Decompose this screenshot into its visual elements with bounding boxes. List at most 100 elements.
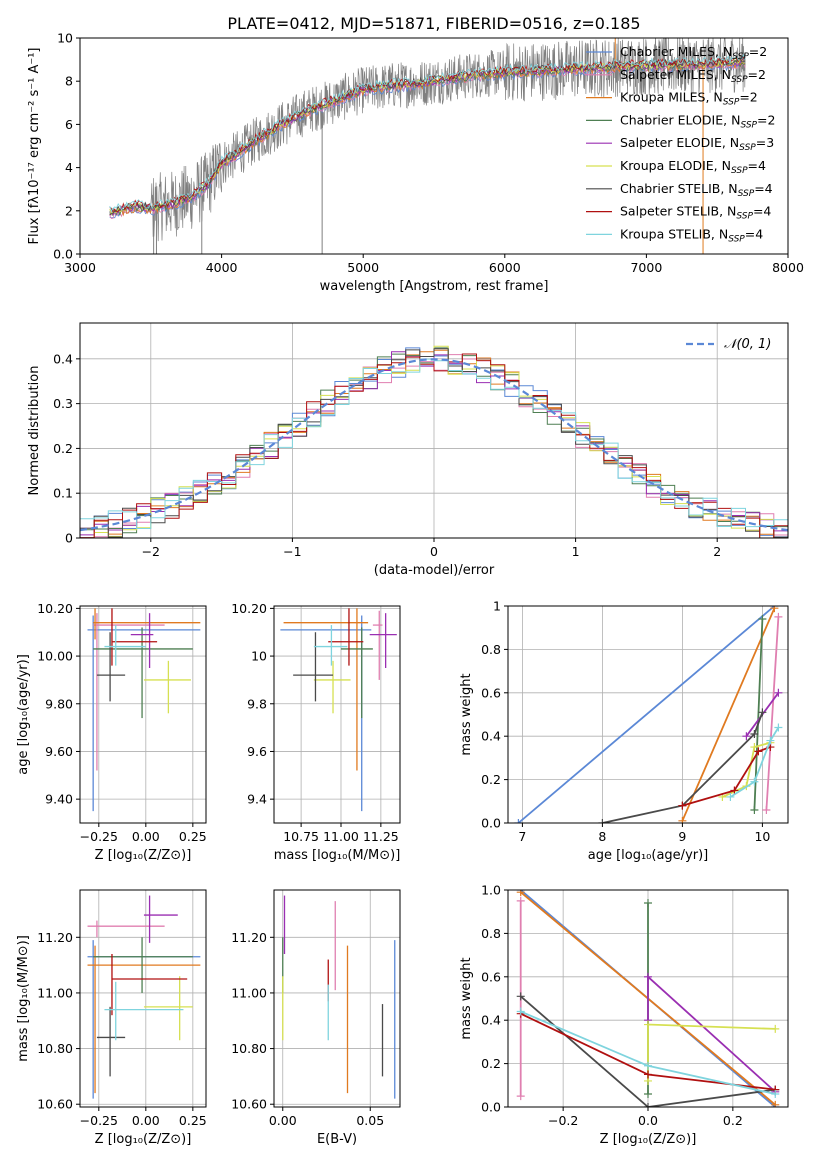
y-tick-label: 8: [65, 74, 73, 89]
legend-label: Salpeter ELODIE, NSSP=3: [620, 135, 774, 153]
x-tick-label: 7000: [630, 260, 662, 275]
legend-label: 𝒩(0, 1): [724, 337, 771, 352]
weight-marker: [516, 896, 525, 905]
x-tick-label: 10: [754, 829, 770, 844]
weight-marker: [644, 1089, 652, 1098]
y-tick-label: 11.20: [231, 930, 267, 945]
weight-vs-z-plot: −0.2 0.0 0.2 0.0 0.2 0.4 0.6 0.8 1.0 Z [log₁₀(Z/Z…: [459, 883, 789, 1147]
weight-marker: [750, 730, 759, 739]
residuals-plot: −2 −1 0 1 2 0 0.1 0.2 0.3 0.4 (data-model)/error No…: [27, 322, 789, 578]
weight-marker: [758, 615, 767, 624]
legend-label: Chabrier MILES, NSSP=2: [620, 44, 767, 62]
weight-marker: [516, 890, 525, 897]
y-tick-label: 11.00: [37, 985, 73, 1000]
x-tick-label: 11.00: [323, 829, 359, 844]
weight-marker: [598, 819, 607, 823]
x-tick-label: 9: [678, 829, 686, 844]
x-tick-label: 0: [430, 544, 438, 559]
y-tick-label: 6: [65, 117, 73, 132]
plot-area: [280, 608, 397, 812]
plot-area: [282, 895, 396, 1099]
spectrum-plot: 3000 4000 5000 6000 7000 8000 0.0 2 4 6 8 10 wavelen…: [27, 31, 804, 295]
x-tick-label: 10.75: [283, 829, 319, 844]
y-tick-label: 10.80: [37, 1041, 73, 1056]
x-tick-label: 5000: [347, 260, 379, 275]
x-axis-label: (data-model)/error: [374, 563, 495, 578]
legend-label: Kroupa STELIB, NSSP=4: [620, 226, 763, 244]
x-tick-label: 7: [518, 829, 526, 844]
figure-title: PLATE=0412, MJD=51871, FIBERID=0516, z=0…: [227, 14, 640, 33]
y-axis-label: Flux [fλ10⁻¹⁷ erg cm⁻² s⁻¹ A⁻¹]: [27, 48, 42, 245]
weight-marker: [644, 1061, 652, 1070]
y-tick-label: 0.4: [481, 1013, 501, 1028]
weight-marker: [754, 747, 763, 756]
y-tick-label: 0.3: [53, 396, 73, 411]
spectrum-legend: Chabrier MILES, NSSP=2 Salpeter MILES, NS…: [586, 44, 775, 244]
y-tick-label: 10.60: [37, 1097, 73, 1112]
x-tick-label: 0.00: [132, 1113, 160, 1128]
legend-label: Salpeter STELIB, NSSP=4: [620, 204, 771, 222]
weight-marker: [516, 1092, 525, 1101]
x-tick-label: −0.25: [80, 829, 118, 844]
weight-marker: [750, 777, 759, 786]
weight-marker: [644, 972, 652, 981]
y-tick-label: 0.4: [481, 729, 501, 744]
weight-marker: [771, 1089, 780, 1098]
x-axis-label: Z [log₁₀(Z/Z⊙)]: [600, 1132, 697, 1147]
x-tick-label: −0.2: [548, 1113, 578, 1128]
x-tick-label: −2: [142, 544, 160, 559]
weight-line-kroupa-miles: [681, 607, 776, 822]
legend-label: Kroupa MILES, NSSP=2: [620, 90, 758, 108]
y-axis-label: mass [log₁₀(M/M⊙)]: [16, 935, 31, 1062]
weight-line-salpeter-stelib: [682, 746, 771, 807]
weight-marker: [771, 1024, 780, 1033]
y-tick-label: 9.8: [247, 696, 267, 711]
x-tick-label: 0.2: [723, 1113, 743, 1128]
weight-marker: [774, 612, 783, 621]
plot-area: [514, 606, 783, 823]
x-tick-label: 6000: [489, 260, 521, 275]
mass-vs-z-plot: −0.25 0.00 0.25 10.60 10.80 11.00 11.20 Z [log₁…: [16, 889, 207, 1147]
x-tick-label: 8: [598, 829, 606, 844]
weight-marker: [774, 723, 783, 732]
weight-line-salpeter-elodie: [647, 974, 776, 1093]
weight-line-kroupa-stelib: [729, 727, 780, 798]
y-tick-label: 0.1: [53, 486, 73, 501]
mass-vs-ebv-plot: 0.00 0.05 10.60 10.80 11.00 11.20 E(B-V): [231, 889, 401, 1147]
y-tick-label: 0.0: [53, 247, 73, 262]
x-tick-label: 0.00: [269, 1113, 297, 1128]
x-tick-label: 0.00: [132, 829, 160, 844]
y-tick-label: 10: [251, 649, 267, 664]
weight-marker: [750, 805, 759, 814]
x-tick-label: 11.25: [363, 829, 399, 844]
weight-marker: [758, 708, 767, 717]
weight-marker: [726, 792, 735, 801]
plot-area: [87, 895, 201, 1099]
spectrum-data-line: [109, 38, 746, 242]
legend-label: Salpeter MILES, NSSP=2: [620, 67, 766, 85]
x-tick-label: 0.05: [356, 1113, 384, 1128]
y-tick-label: 10.20: [231, 601, 267, 616]
plot-area: [516, 890, 780, 1107]
weight-vs-age-plot: 7 8 9 10 0.0 0.2 0.4 0.6 0.8 1 age [log₁₀(age/yr)]…: [459, 599, 789, 863]
y-tick-label: 1.0: [481, 883, 501, 898]
x-tick-label: −1: [283, 544, 301, 559]
weight-marker: [644, 1070, 652, 1079]
axes-frame: [273, 605, 401, 824]
model-line-chabrier-miles: [109, 61, 746, 219]
axes-frame: [273, 889, 401, 1108]
weight-marker: [766, 736, 775, 745]
x-axis-label: Z [log₁₀(Z/Z⊙)]: [95, 1132, 192, 1147]
x-axis-label: age [log₁₀(age/yr)]: [588, 848, 709, 863]
y-tick-label: 0.6: [481, 969, 501, 984]
y-axis-label: mass weight: [459, 673, 474, 755]
weight-marker: [770, 606, 779, 613]
x-tick-label: 4000: [206, 260, 238, 275]
y-axis-label: age [log₁₀(age/yr)]: [16, 654, 31, 775]
weight-marker: [730, 786, 739, 795]
y-tick-label: 0.2: [53, 441, 73, 456]
weight-marker: [516, 992, 525, 1001]
weight-marker: [762, 805, 771, 814]
y-tick-label: 0.0: [481, 816, 501, 831]
